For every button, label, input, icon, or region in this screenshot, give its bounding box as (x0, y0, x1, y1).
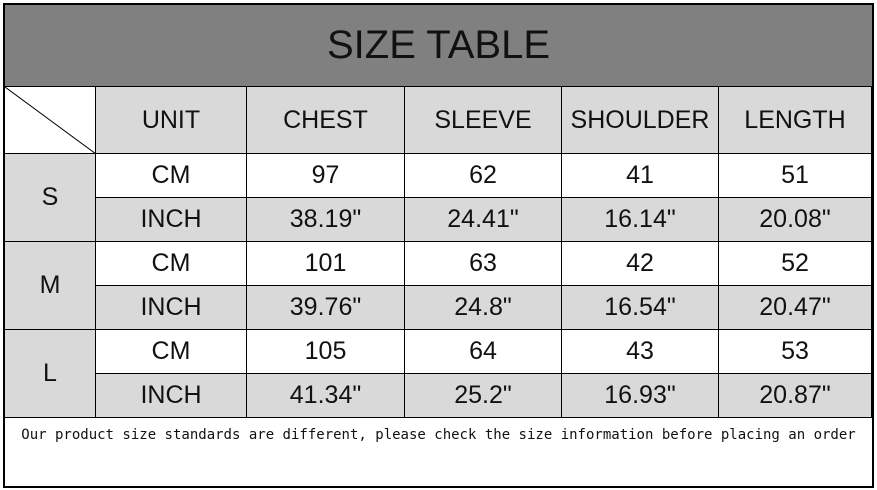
unit-label: INCH (96, 198, 247, 242)
column-header: CHEST (247, 87, 405, 154)
table-cell: 16.54" (562, 286, 719, 330)
table-cell: 24.8" (405, 286, 562, 330)
unit-label: INCH (96, 374, 247, 418)
table-cell: 20.47" (719, 286, 872, 330)
column-header: SHOULDER (562, 87, 719, 154)
table-cell: 43 (562, 330, 719, 374)
table-cell: 38.19" (247, 198, 405, 242)
column-header: LENGTH (719, 87, 872, 154)
table-cell: 24.41" (405, 198, 562, 242)
unit-label: CM (96, 154, 247, 198)
table-cell: 53 (719, 330, 872, 374)
table-cell: 25.2" (405, 374, 562, 418)
table-cell: 20.08" (719, 198, 872, 242)
table-title: SIZE TABLE (5, 5, 872, 87)
unit-label: INCH (96, 286, 247, 330)
diagonal-line (5, 86, 95, 154)
unit-label: CM (96, 330, 247, 374)
table-cell: 41 (562, 154, 719, 198)
table-cell: 52 (719, 242, 872, 286)
table-cell: 41.34" (247, 374, 405, 418)
column-header: SLEEVE (405, 87, 562, 154)
size-label: M (5, 242, 96, 330)
table-cell: 16.93" (562, 374, 719, 418)
table-cell: 42 (562, 242, 719, 286)
table-cell: 16.14" (562, 198, 719, 242)
size-note: Our product size standards are different… (21, 427, 856, 443)
diagonal-header-cell (5, 86, 96, 154)
table-cell: 97 (247, 154, 405, 198)
size-table: SIZE TABLE UNIT CHEST SLEEVE SHOULDER LENGTH… (3, 3, 874, 488)
table-cell: 62 (405, 154, 562, 198)
table-cell: 51 (719, 154, 872, 198)
size-label: L (5, 330, 96, 418)
column-header: UNIT (96, 87, 247, 154)
table-cell: 63 (405, 242, 562, 286)
table-cell: 105 (247, 330, 405, 374)
table-cell: 64 (405, 330, 562, 374)
size-label: S (5, 154, 96, 242)
table-cell: 20.87" (719, 374, 872, 418)
unit-label: CM (96, 242, 247, 286)
table-cell: 39.76" (247, 286, 405, 330)
table-cell: 101 (247, 242, 405, 286)
